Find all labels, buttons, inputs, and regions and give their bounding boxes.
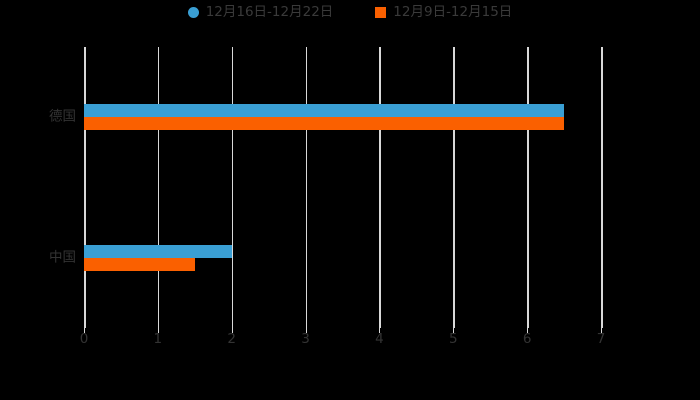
x-axis-tick-label-0: 0: [79, 331, 89, 347]
y-axis-tick-label-0: 德国: [49, 108, 76, 125]
x-axis-tick-label-2: 2: [227, 331, 236, 347]
y-axis-tick-label-1: 中国: [49, 249, 76, 265]
x-axis-tick-label-6: 6: [522, 331, 532, 347]
legend-item-series-1[interactable]: 12月9日-12月15日: [375, 4, 513, 20]
gridline-4: [379, 47, 381, 328]
gridline-3: [305, 47, 308, 328]
bar-德国-series-0[interactable]: [84, 104, 565, 118]
x-axis-tick-mark-0: [84, 328, 85, 333]
x-axis-tick-mark-5: [453, 328, 455, 333]
x-axis-tick-label-1: 1: [153, 331, 163, 347]
legend-item-series-0[interactable]: 12月16日-12月22日: [187, 4, 334, 20]
legend-square-marker-icon: [375, 7, 387, 19]
chart-legend: 12月16日-12月22日 12月9日-12月15日: [0, 4, 700, 20]
gridline-1: [157, 47, 160, 328]
x-axis-tick-label-5: 5: [448, 331, 458, 347]
x-axis-tick-mark-7: [601, 328, 602, 333]
x-axis-tick-mark-6: [527, 328, 529, 333]
legend-label-series-1: 12月9日-12月15日: [393, 4, 513, 20]
bar-中国-series-1[interactable]: [84, 257, 195, 271]
x-axis-tick-mark-3: [305, 328, 307, 333]
bar-德国-series-1[interactable]: [84, 117, 565, 131]
gridline-6: [527, 47, 529, 328]
x-axis-tick-mark-4: [379, 328, 381, 333]
plot-area: [84, 47, 603, 328]
x-axis-tick-label-4: 4: [375, 331, 384, 347]
x-axis-tick-label-3: 3: [301, 331, 310, 347]
x-axis-tick-mark-1: [157, 328, 159, 333]
x-axis-tick-label-7: 7: [596, 331, 606, 347]
legend-label-series-0: 12月16日-12月22日: [205, 4, 334, 20]
gridline-5: [453, 47, 455, 328]
x-axis-tick-mark-2: [231, 328, 233, 333]
gridline-2: [231, 47, 234, 328]
gridline-7: [601, 47, 603, 328]
bar-中国-series-0[interactable]: [84, 244, 232, 258]
legend-circle-marker-icon: [187, 7, 199, 19]
y-axis-tick-labels: 德国 中国: [0, 0, 76, 400]
y-axis-line: [84, 47, 86, 328]
